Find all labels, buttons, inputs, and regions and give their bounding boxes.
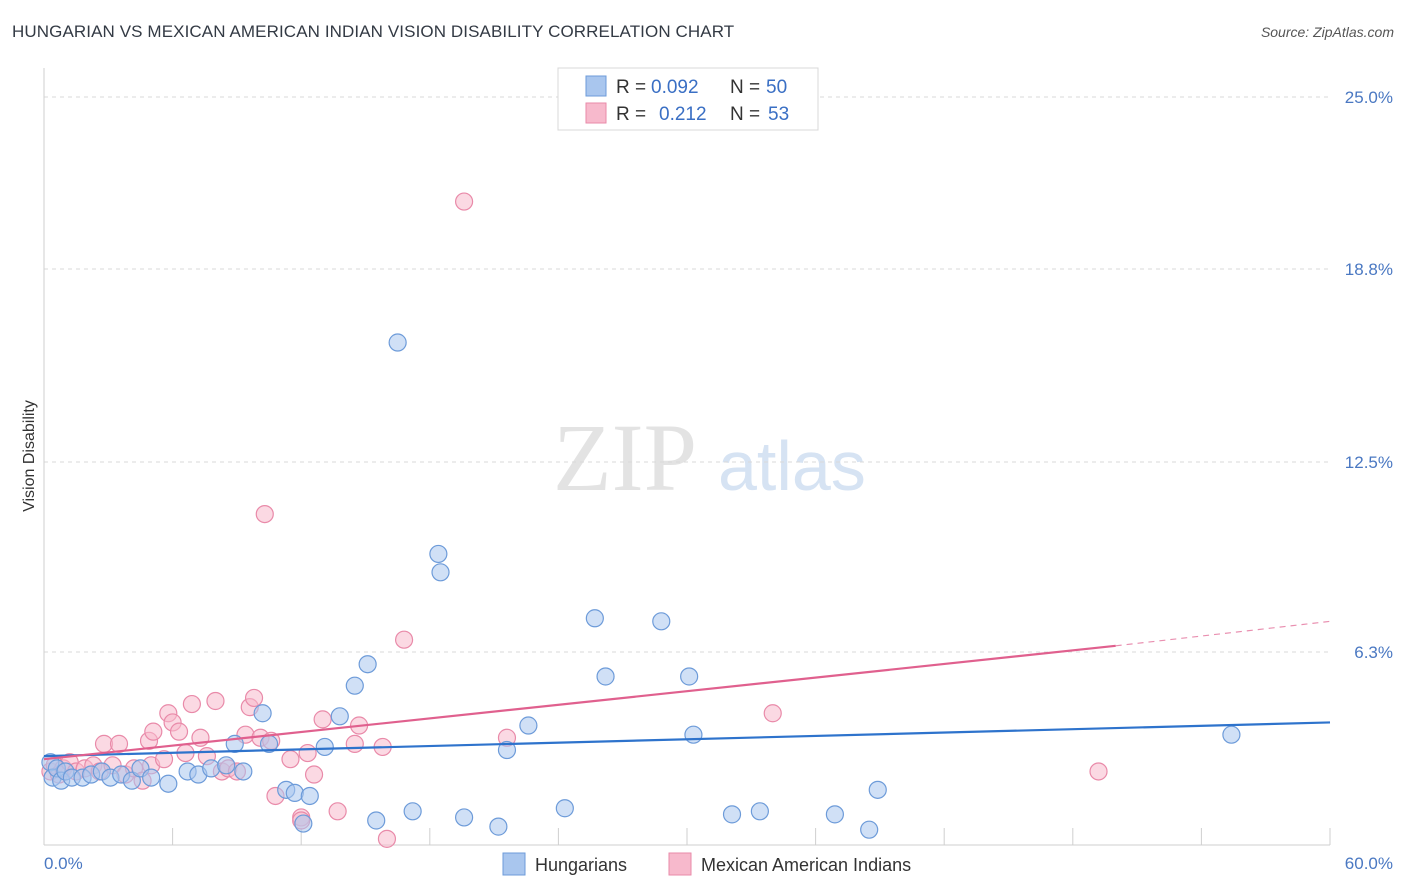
hungarians-point-26 [300, 786, 319, 806]
mexican-american-indians-point-23 [182, 694, 201, 714]
mexican-american-indians-point-32 [244, 688, 264, 708]
y-tick-label-1: 12.5% [1345, 453, 1393, 472]
legend-n-label-hungarians: N = [730, 77, 760, 98]
hungarians-point-21 [253, 704, 272, 723]
hungarians-point-14 [159, 774, 178, 793]
bottom-legend-swatch-mexican-american-indians [668, 852, 692, 876]
y-tick-labels: 6.3% 12.5% 18.8% 25.0% [1345, 88, 1393, 662]
series-legend: Hungarians Mexican American Indians [502, 852, 911, 876]
y-tick-label-0: 6.3% [1354, 643, 1393, 662]
source-label: Source: ZipAtlas.com [1260, 24, 1394, 40]
legend-n-value-mexican-american-indians: 53 [768, 104, 789, 125]
mexican-american-indians-point-18 [154, 750, 174, 769]
legend-r-label-mexican-american-indians: R = [616, 104, 646, 125]
bottom-legend-swatch-hungarians [502, 852, 526, 876]
hungarians-point-41 [585, 609, 604, 628]
hungarians-point-31 [367, 811, 386, 830]
trend-lines [43, 620, 1331, 761]
watermark-atlas: atlas [718, 427, 866, 505]
mexican-american-indians-point-37 [281, 750, 300, 769]
hungarians-point-13 [142, 768, 161, 787]
hungarians-point-35 [431, 563, 450, 582]
hungarians-point-47 [750, 802, 769, 821]
hungarians-point-40 [555, 799, 574, 818]
grid [44, 96, 1330, 653]
hungarians-point-50 [868, 780, 887, 799]
legend-r-value-hungarians: 0.092 [651, 77, 699, 98]
correlation-legend: R = 0.092 N = 50 R = 0.212 N = 53 [557, 67, 819, 131]
mexican-american-indians-point-21 [169, 722, 189, 741]
hungarians-point-43 [652, 612, 671, 631]
hungarians-point-48 [825, 805, 844, 824]
mexican-american-indians-point-39 [298, 743, 317, 763]
hungarians-trend-line [43, 721, 1331, 758]
hungarians-point-45 [684, 725, 703, 744]
hungarians-point-25 [294, 814, 313, 833]
x-tick-label-max: 60.0% [1345, 854, 1393, 873]
hungarians-point-30 [358, 655, 377, 674]
hungarians-point-49 [860, 820, 879, 839]
mexican-american-indians-point-26 [206, 691, 225, 711]
hungarians-point-18 [217, 756, 236, 775]
hungarians-point-24 [285, 783, 304, 803]
bottom-legend-label-hungarians: Hungarians [535, 855, 627, 875]
hungarians-point-27 [315, 737, 334, 757]
watermark-zip: ZIP [553, 404, 697, 511]
hungarians-point-28 [330, 707, 349, 726]
bottom-legend-label-mexican-american-indians: Mexican American Indians [701, 855, 911, 875]
mexican-american-indians-point-47 [394, 630, 414, 649]
hungarians-point-42 [596, 667, 615, 686]
hungarians-point-33 [403, 802, 422, 821]
mexican-american-indians-point-46 [377, 829, 397, 848]
y-axis-title: Vision Disability [21, 400, 38, 512]
legend-n-value-hungarians: 50 [766, 77, 787, 98]
mexican-american-indians-point-51 [1089, 762, 1108, 781]
y-tick-label-2: 18.8% [1345, 260, 1393, 279]
hungarians-point-32 [388, 333, 407, 352]
mexican-american-indians-point-48 [454, 192, 474, 211]
mexican-american-indians-point-40 [304, 765, 324, 784]
mexican-american-indians-trend-line [43, 644, 1116, 761]
hungarians-point-37 [489, 817, 508, 836]
hungarians-point-51 [1222, 725, 1241, 744]
mexican-american-indians-point-34 [255, 504, 274, 524]
legend-n-label-mexican-american-indians: N = [730, 104, 760, 125]
hungarians-point-44 [680, 667, 699, 686]
mexican-american-indians-point-50 [763, 704, 782, 723]
mexican-american-indians-point-11 [109, 734, 129, 753]
hungarians-points [41, 333, 1241, 839]
mexican-american-indians-point-42 [328, 802, 347, 821]
hungarians-point-38 [497, 740, 517, 760]
hungarians-point-20 [234, 762, 253, 781]
hungarians-point-34 [429, 544, 448, 564]
legend-r-value-mexican-american-indians: 0.212 [659, 104, 707, 125]
hungarians-point-36 [454, 808, 474, 827]
mexican-american-indians-points [41, 192, 1108, 848]
chart-title: HUNGARIAN VS MEXICAN AMERICAN INDIAN VIS… [12, 22, 735, 41]
hungarians-point-17 [202, 759, 221, 778]
hungarians-point-39 [519, 716, 538, 735]
mexican-american-indians-point-17 [144, 722, 163, 741]
legend-swatch-mexican-american-indians [585, 102, 607, 124]
mexican-american-indians-point-43 [345, 734, 364, 753]
legend-r-label-hungarians: R = [616, 77, 646, 98]
mexican-american-indians-trend-extension [1115, 620, 1331, 647]
y-tick-label-3: 25.0% [1345, 88, 1393, 107]
hungarians-point-46 [722, 805, 742, 824]
mexican-american-indians-point-41 [313, 710, 332, 729]
hungarians-point-29 [345, 676, 364, 695]
x-ticks [43, 828, 1331, 845]
x-tick-label-min: 0.0% [44, 854, 83, 873]
legend-swatch-hungarians [585, 75, 607, 97]
